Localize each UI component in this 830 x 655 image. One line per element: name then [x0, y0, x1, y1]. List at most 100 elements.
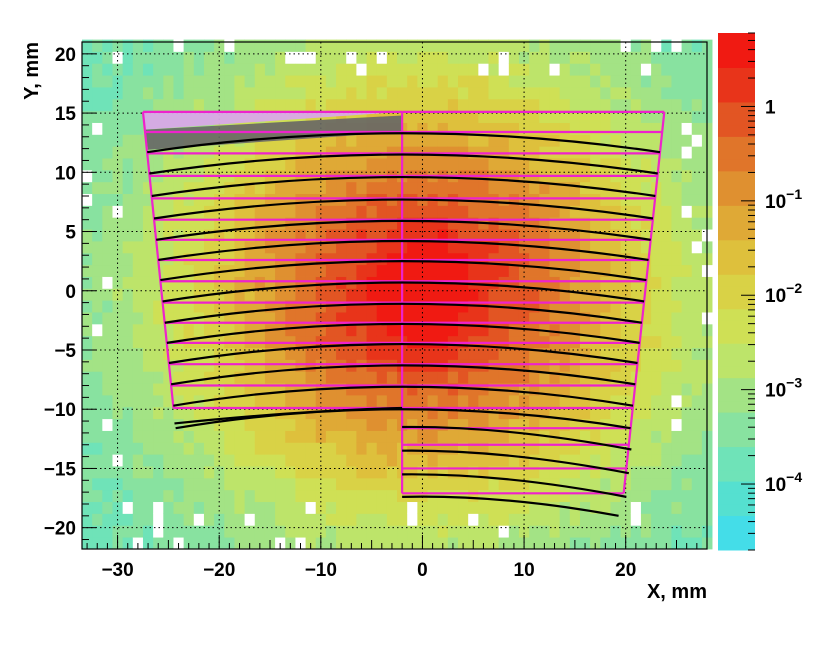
- heatmap-cell: [366, 300, 378, 313]
- heatmap-cell: [386, 75, 398, 88]
- heatmap-cell: [356, 371, 367, 384]
- heatmap-cell: [590, 75, 601, 88]
- heatmap-cell: [82, 181, 93, 195]
- heatmap-cell: [366, 87, 378, 100]
- heatmap-cell: [234, 466, 246, 479]
- heatmap-cell: [173, 454, 185, 467]
- colorbar-band: [718, 285, 755, 298]
- heatmap-cell: [264, 217, 276, 230]
- heatmap-cell: [691, 39, 703, 52]
- heatmap-cell: [691, 122, 703, 135]
- heatmap-cell: [193, 359, 205, 372]
- heatmap-cell: [427, 395, 439, 408]
- heatmap-cell: [224, 300, 235, 313]
- heatmap-cell: [112, 489, 124, 503]
- heatmap-cell: [244, 241, 256, 254]
- heatmap-cell: [397, 525, 408, 538]
- colorbar-band: [718, 182, 755, 195]
- heatmap-cell: [264, 513, 276, 526]
- colorbar-label: 10−3: [765, 375, 802, 402]
- heatmap-cell: [640, 63, 652, 76]
- heatmap-cell: [417, 134, 428, 147]
- heatmap-cell: [600, 489, 611, 503]
- heatmap-cell: [386, 63, 398, 76]
- heatmap-cell: [630, 75, 642, 88]
- heatmap-cell: [661, 359, 672, 372]
- heatmap-cell: [305, 442, 317, 455]
- heatmap-cell: [153, 312, 164, 325]
- heatmap-cell: [163, 371, 174, 384]
- heatmap-cell: [295, 75, 306, 88]
- heatmap-cell: [112, 39, 124, 52]
- heatmap-cell: [254, 454, 266, 467]
- heatmap-cell: [630, 276, 642, 289]
- heatmap-cell: [82, 477, 93, 491]
- heatmap-cell: [132, 347, 144, 360]
- heatmap-cell: [142, 371, 154, 384]
- heatmap-cell: [498, 75, 510, 88]
- heatmap-cell: [529, 193, 540, 206]
- heatmap-cell: [336, 466, 347, 479]
- heatmap-cell: [386, 430, 398, 443]
- heatmap-cell: [275, 288, 286, 301]
- heatmap-cell: [153, 158, 164, 171]
- heatmap-cell: [224, 87, 235, 100]
- heatmap-cell: [559, 406, 571, 420]
- heatmap-cell: [417, 395, 428, 408]
- heatmap-cell: [529, 181, 540, 195]
- heatmap-cell: [671, 489, 682, 503]
- heatmap-cell: [590, 513, 601, 526]
- heatmap-cell: [183, 181, 195, 195]
- heatmap-cell: [518, 442, 530, 455]
- heatmap-cell: [458, 39, 469, 52]
- heatmap-cell: [478, 98, 489, 112]
- heatmap-cell: [336, 454, 347, 467]
- heatmap-cell: [102, 454, 113, 467]
- heatmap-cell: [610, 406, 622, 420]
- heatmap-cell: [173, 181, 185, 195]
- heatmap-cell: [661, 181, 672, 195]
- heatmap-cell: [529, 288, 540, 301]
- heatmap-cell: [142, 51, 154, 64]
- heatmap-cell: [122, 335, 134, 349]
- heatmap-cell: [346, 39, 357, 52]
- sensor-curves: [147, 132, 661, 517]
- heatmap-cell: [508, 454, 520, 467]
- heatmap-cell: [264, 501, 276, 514]
- heatmap-cell: [671, 193, 682, 206]
- heatmap-cell: [264, 98, 276, 112]
- heatmap-cell: [468, 193, 479, 206]
- colorbar-band: [718, 159, 755, 172]
- heatmap-cell: [691, 335, 703, 349]
- heatmap-cell: [376, 489, 388, 503]
- heatmap-cell: [224, 63, 235, 76]
- heatmap-cell: [112, 395, 124, 408]
- heatmap-cell: [102, 383, 113, 396]
- heatmap-cell: [478, 418, 489, 431]
- heatmap-cell: [590, 229, 601, 242]
- heatmap-cell: [244, 87, 256, 100]
- heatmap-cell: [549, 323, 561, 337]
- heatmap-cell: [183, 383, 195, 396]
- heatmap-cell: [458, 205, 469, 218]
- heatmap-cell: [610, 181, 622, 195]
- heatmap-cell: [92, 51, 103, 64]
- heatmap-cell: [468, 39, 479, 52]
- heatmap-cell: [386, 87, 398, 100]
- heatmap-cell: [163, 75, 174, 88]
- heatmap-cell: [468, 477, 479, 491]
- heatmap-cell: [122, 525, 134, 538]
- heatmap-cell: [142, 383, 154, 396]
- heatmap-cell: [122, 288, 134, 301]
- heatmap-cell: [275, 217, 286, 230]
- heatmap-cell: [508, 359, 520, 372]
- heatmap-cell: [478, 312, 489, 325]
- heatmap-cell: [600, 264, 611, 277]
- heatmap-cell: [417, 181, 428, 195]
- x-tick-label: 20: [615, 560, 636, 581]
- heatmap-cell: [173, 395, 185, 408]
- heatmap-cell: [508, 158, 520, 171]
- heatmap-cell: [620, 276, 632, 289]
- heatmap-cell: [681, 300, 693, 313]
- colorbar-band: [718, 55, 755, 68]
